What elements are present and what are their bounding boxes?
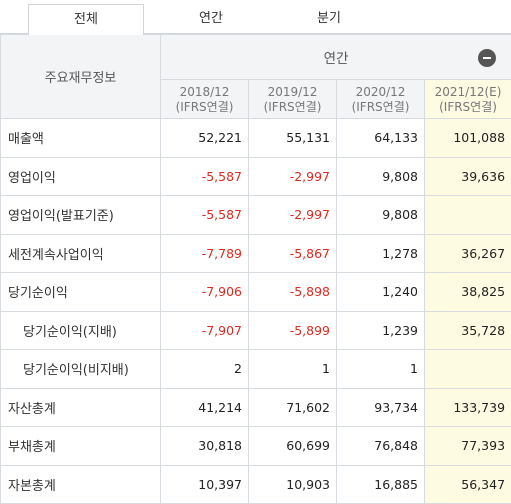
value-cell: 60,699 <box>249 427 337 466</box>
value-cell: 1,239 <box>337 311 425 350</box>
value-cell: -2,997 <box>249 196 337 235</box>
value-cell: -7,906 <box>161 273 249 312</box>
value-cell: 16,885 <box>337 465 425 504</box>
value-cell: -7,789 <box>161 234 249 273</box>
value-cell: 41,214 <box>161 388 249 427</box>
minus-circle-icon[interactable] <box>478 49 496 67</box>
value-cell: 2 <box>161 350 249 389</box>
period-year: 2021/12(E) <box>425 85 511 100</box>
estimate-value-cell: 36,267 <box>425 234 511 273</box>
value-cell: 30,818 <box>161 427 249 466</box>
value-cell: 1,278 <box>337 234 425 273</box>
annual-group-header: 연간 <box>161 35 511 80</box>
value-cell: 9,808 <box>337 157 425 196</box>
estimate-value-cell: 101,088 <box>425 119 511 158</box>
period-basis: (IFRS연결) <box>425 100 511 115</box>
tab-quarterly[interactable]: 분기 <box>272 4 386 33</box>
period-year: 2020/12 <box>337 85 424 100</box>
period-basis: (IFRS연결) <box>249 100 336 115</box>
period-year: 2019/12 <box>249 85 336 100</box>
estimate-value-cell: 38,825 <box>425 273 511 312</box>
estimate-value-cell: 39,636 <box>425 157 511 196</box>
period-tabs: 전체 연간 분기 <box>0 0 511 34</box>
value-cell: -5,899 <box>249 311 337 350</box>
value-cell: 93,734 <box>337 388 425 427</box>
value-cell: 9,808 <box>337 196 425 235</box>
row-label[interactable]: 당기순이익 <box>1 273 161 312</box>
value-cell: -2,997 <box>249 157 337 196</box>
tab-annual[interactable]: 연간 <box>154 4 268 33</box>
period-basis: (IFRS연결) <box>337 100 424 115</box>
value-cell: -5,898 <box>249 273 337 312</box>
value-cell: 10,397 <box>161 465 249 504</box>
annual-group-label: 연간 <box>324 51 349 67</box>
value-cell: 55,131 <box>249 119 337 158</box>
row-label[interactable]: 자본총계 <box>1 465 161 504</box>
row-label[interactable]: 부채총계 <box>1 427 161 466</box>
financial-summary-table: 주요재무정보 연간 2018/12 (IFRS연결) 2019/12 (IFRS… <box>0 34 511 504</box>
value-cell: -5,587 <box>161 196 249 235</box>
row-label[interactable]: 당기순이익(비지배) <box>1 350 161 389</box>
row-label[interactable]: 세전계속사업이익 <box>1 234 161 273</box>
value-cell: 1 <box>249 350 337 389</box>
estimate-value-cell: 133,739 <box>425 388 511 427</box>
estimate-value-cell: 77,393 <box>425 427 511 466</box>
period-year: 2018/12 <box>161 85 248 100</box>
row-header-label: 주요재무정보 <box>1 35 161 119</box>
value-cell: 76,848 <box>337 427 425 466</box>
period-header-2021-estimate: 2021/12(E) (IFRS연결) <box>425 80 511 119</box>
value-cell: -5,867 <box>249 234 337 273</box>
value-cell: 64,133 <box>337 119 425 158</box>
value-cell: 52,221 <box>161 119 249 158</box>
row-label[interactable]: 당기순이익(지배) <box>1 311 161 350</box>
row-label[interactable]: 영업이익 <box>1 157 161 196</box>
value-cell: 71,602 <box>249 388 337 427</box>
financial-summary-table-wrap: 주요재무정보 연간 2018/12 (IFRS연결) 2019/12 (IFRS… <box>0 34 511 504</box>
value-cell: -7,907 <box>161 311 249 350</box>
row-label[interactable]: 매출액 <box>1 119 161 158</box>
estimate-value-cell <box>425 350 511 389</box>
period-header-2020: 2020/12 (IFRS연결) <box>337 80 425 119</box>
value-cell: 10,903 <box>249 465 337 504</box>
estimate-value-cell <box>425 196 511 235</box>
tab-all[interactable]: 전체 <box>28 4 144 35</box>
estimate-value-cell: 35,728 <box>425 311 511 350</box>
row-label[interactable]: 자산총계 <box>1 388 161 427</box>
period-basis: (IFRS연결) <box>161 100 248 115</box>
value-cell: -5,587 <box>161 157 249 196</box>
value-cell: 1,240 <box>337 273 425 312</box>
row-label[interactable]: 영업이익(발표기준) <box>1 196 161 235</box>
period-header-2019: 2019/12 (IFRS연결) <box>249 80 337 119</box>
value-cell: 1 <box>337 350 425 389</box>
estimate-value-cell: 56,347 <box>425 465 511 504</box>
period-header-2018: 2018/12 (IFRS연결) <box>161 80 249 119</box>
